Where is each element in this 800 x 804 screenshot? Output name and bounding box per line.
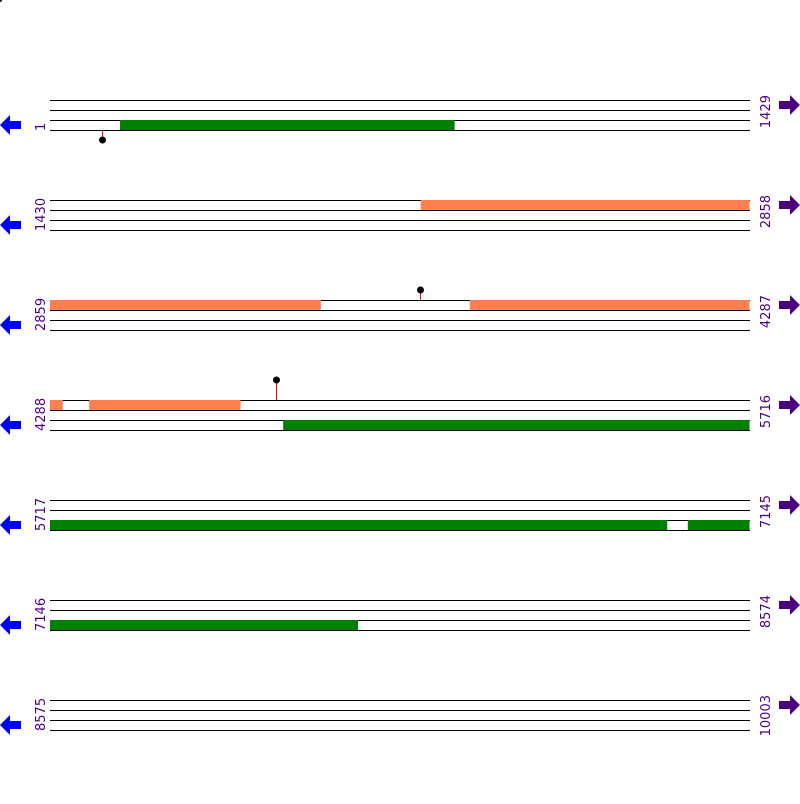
row-end-label: 7145 xyxy=(759,495,774,528)
arrow-left-icon[interactable] xyxy=(0,615,21,635)
row-start-label: 1 xyxy=(34,123,49,131)
arrow-right-icon[interactable] xyxy=(779,295,800,315)
feature-green xyxy=(687,520,750,530)
row-end-label: 10003 xyxy=(759,695,774,736)
marker-dot xyxy=(273,376,280,384)
row-end-label: 5716 xyxy=(759,395,774,428)
feature-orange xyxy=(89,400,241,410)
marker-dot xyxy=(417,286,424,294)
arrow-right-icon[interactable] xyxy=(779,195,800,215)
corner-dot xyxy=(0,0,2,2)
feature-green xyxy=(50,520,668,530)
row-start-label: 8575 xyxy=(34,698,49,731)
row-end-label: 1429 xyxy=(759,95,774,128)
arrow-right-icon[interactable] xyxy=(779,395,800,415)
row-start-label: 7146 xyxy=(34,598,49,631)
arrow-right-icon[interactable] xyxy=(779,595,800,615)
marker-dot xyxy=(99,136,106,144)
arrow-right-icon[interactable] xyxy=(779,695,800,715)
row-start-label: 5717 xyxy=(34,498,49,531)
feature-orange xyxy=(50,400,63,410)
arrow-left-icon[interactable] xyxy=(0,315,21,335)
arrow-left-icon[interactable] xyxy=(0,515,21,535)
row-start-label: 2859 xyxy=(34,298,49,331)
row-end-label: 4287 xyxy=(759,295,774,328)
arrow-left-icon[interactable] xyxy=(0,215,21,235)
feature-orange xyxy=(420,200,750,210)
row-6: 8575 10003 xyxy=(0,695,800,736)
row-end-label: 2858 xyxy=(759,195,774,228)
row-start-label: 1430 xyxy=(34,198,49,231)
feature-orange xyxy=(50,300,321,310)
feature-green xyxy=(283,420,750,430)
arrow-left-icon[interactable] xyxy=(0,415,21,435)
arrow-right-icon[interactable] xyxy=(779,95,800,115)
row-start-label: 4288 xyxy=(34,398,49,431)
feature-green xyxy=(50,620,359,630)
arrow-left-icon[interactable] xyxy=(0,115,21,135)
row-end-label: 8574 xyxy=(759,595,774,628)
row-1: 1430 2858 xyxy=(0,195,800,235)
feature-orange xyxy=(469,300,750,310)
arrow-right-icon[interactable] xyxy=(779,495,800,515)
feature-green xyxy=(120,120,455,130)
arrow-left-icon[interactable] xyxy=(0,715,21,735)
